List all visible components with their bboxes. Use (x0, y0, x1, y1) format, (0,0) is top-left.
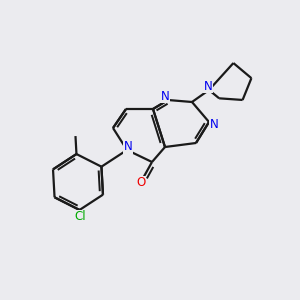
Text: Cl: Cl (74, 210, 86, 224)
Text: N: N (160, 89, 169, 103)
Text: N: N (204, 80, 212, 92)
Text: N: N (124, 140, 132, 154)
Text: O: O (136, 176, 146, 190)
Text: N: N (210, 118, 218, 130)
